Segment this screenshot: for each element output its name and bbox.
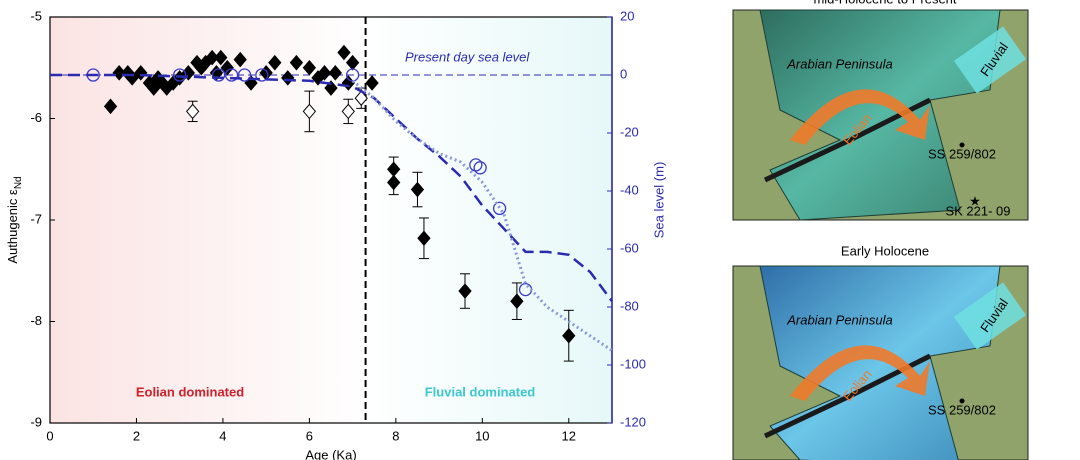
x-tick-label: 0 xyxy=(46,428,53,443)
y-tick-label: -8 xyxy=(30,313,42,328)
x-tick-label: 2 xyxy=(133,428,140,443)
point xyxy=(354,90,368,106)
y2-tick-label: -120 xyxy=(620,414,646,429)
point xyxy=(473,161,487,175)
annotation: Fluvial dominated xyxy=(425,384,536,399)
point xyxy=(211,68,226,82)
x-tick-label: 8 xyxy=(392,428,399,443)
point xyxy=(289,54,304,71)
point xyxy=(492,201,507,216)
point xyxy=(147,80,161,96)
point xyxy=(458,283,472,299)
x-tick-label: 4 xyxy=(219,428,226,443)
point xyxy=(510,293,524,309)
point xyxy=(337,44,351,61)
y-tick-label: -7 xyxy=(30,211,42,226)
y-axis-label-text: Authugenic ε xyxy=(5,189,20,264)
dotted-line xyxy=(351,79,613,352)
point xyxy=(345,54,360,71)
map-label: Arabian Peninsula xyxy=(786,312,893,327)
x-axis-label: Age (Ka) xyxy=(305,447,356,460)
map-label: SK 221- 09 xyxy=(945,203,1010,218)
point xyxy=(255,68,269,82)
annotation: Eolian dominated xyxy=(136,384,244,399)
map-label: SS 259/802 xyxy=(928,146,996,161)
y2-tick-label: 0 xyxy=(620,66,627,81)
x-tick-label: 12 xyxy=(562,428,576,443)
point xyxy=(214,49,228,66)
y-tick-label: -5 xyxy=(30,8,42,23)
y-tick-label: -6 xyxy=(30,110,42,125)
point xyxy=(186,103,200,120)
x-tick-label: 6 xyxy=(306,428,313,443)
point xyxy=(341,103,355,120)
chart: 0 2 4 6 8 10 12 -9 -8 -7 -6 -5 20 0 -20 -40 -60 -80 -100 -1… xyxy=(5,8,666,460)
maps: mid-Holocene to PresentFluvialEolianArab… xyxy=(732,0,1029,460)
dashed-line xyxy=(50,73,614,302)
point xyxy=(410,181,425,198)
annotation: Present day sea level xyxy=(405,49,530,64)
point xyxy=(562,327,576,344)
point xyxy=(103,98,118,115)
point xyxy=(224,68,239,82)
point xyxy=(387,174,401,191)
y-tick-label: -9 xyxy=(30,414,42,429)
eolian-arrow xyxy=(790,345,930,401)
eolian-background xyxy=(50,17,366,423)
point xyxy=(469,158,483,172)
point xyxy=(417,230,431,247)
point xyxy=(237,68,252,82)
site-star: ★ xyxy=(969,193,981,208)
point xyxy=(268,54,282,71)
y-axis-label: Authugenic εNd xyxy=(5,176,23,263)
point xyxy=(328,65,342,81)
y2-tick-label: -60 xyxy=(620,240,639,255)
y2-tick-label: -100 xyxy=(620,356,646,371)
y2-axis-label: Sea level (m) xyxy=(651,162,666,239)
site xyxy=(959,398,965,404)
point xyxy=(365,75,379,91)
map-title: mid-Holocene to Present xyxy=(813,0,956,6)
map-label: Arabian Peninsula xyxy=(786,56,893,71)
fluvial-box xyxy=(953,282,1027,350)
y2-tick-label: 20 xyxy=(620,8,634,23)
x-tick-label: 10 xyxy=(475,428,489,443)
y2-tick-label: -20 xyxy=(620,124,639,139)
point xyxy=(173,68,187,82)
point xyxy=(220,59,234,76)
point xyxy=(134,65,148,81)
site xyxy=(959,142,965,148)
point xyxy=(233,51,247,68)
point xyxy=(302,59,317,76)
eolian-arrow xyxy=(790,89,930,145)
fluvial-background xyxy=(365,17,612,423)
y-axis-label-sub: Nd xyxy=(13,176,24,189)
map-label: SS 259/802 xyxy=(928,402,996,417)
point xyxy=(317,65,332,81)
point xyxy=(302,103,317,120)
map-title: Early Holocene xyxy=(841,243,929,258)
y2-tick-label: -80 xyxy=(620,298,639,313)
fluvial-box xyxy=(953,26,1027,94)
y2-tick-label: -40 xyxy=(620,182,639,197)
